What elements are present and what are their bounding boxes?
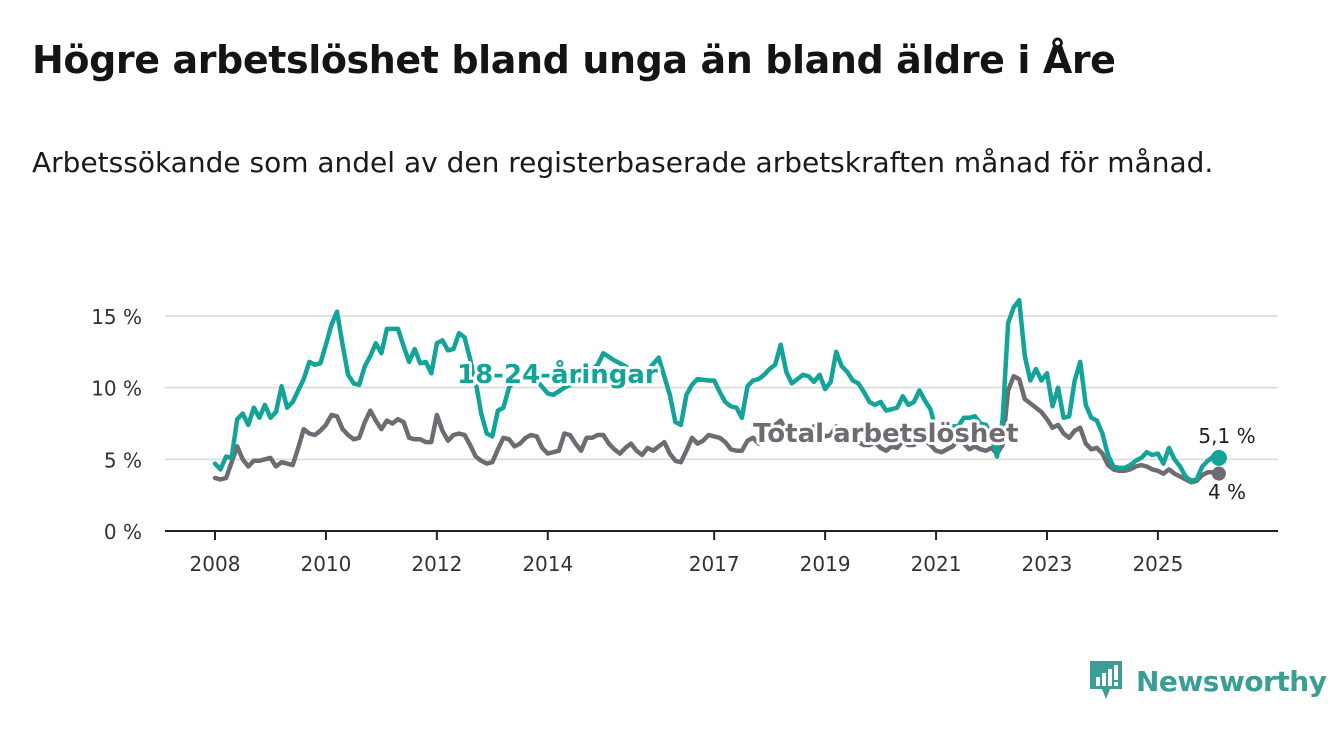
x-tick-label: 2019 bbox=[800, 552, 851, 576]
newsworthy-logo[interactable]: Newsworthy bbox=[1088, 659, 1327, 703]
x-tick-label: 2021 bbox=[911, 552, 962, 576]
x-tick-label: 2023 bbox=[1022, 552, 1073, 576]
end-point-total bbox=[1211, 466, 1226, 481]
newsworthy-logo-icon bbox=[1090, 661, 1122, 699]
y-tick-label: 0 % bbox=[104, 520, 142, 544]
chart-title: Högre arbetslöshet bland unga än bland ä… bbox=[32, 38, 1116, 82]
y-tick-label: 10 % bbox=[91, 377, 142, 401]
end-point-young bbox=[1210, 449, 1227, 466]
series-label-young: 18-24-åringar bbox=[457, 358, 658, 390]
series-labels: 5,1 % 4 % 18-24-åringar Total arbetslöshet bbox=[454, 355, 1256, 504]
x-tick-label: 2017 bbox=[689, 552, 740, 576]
series-line-total bbox=[212, 373, 1222, 485]
newsworthy-logo-text: Newsworthy bbox=[1136, 664, 1327, 698]
x-tick-label: 2012 bbox=[411, 552, 462, 576]
end-label-young: 5,1 % bbox=[1198, 424, 1255, 448]
series-line-young bbox=[212, 297, 1222, 484]
y-tick-label: 15 % bbox=[91, 305, 142, 329]
x-tick-label: 2025 bbox=[1132, 552, 1183, 576]
y-tick-label: 5 % bbox=[104, 448, 142, 472]
x-tick-label: 2010 bbox=[300, 552, 351, 576]
series-lines bbox=[212, 297, 1222, 485]
y-gridlines bbox=[165, 315, 1278, 461]
x-tick-label: 2014 bbox=[522, 552, 573, 576]
x-tick-label: 2008 bbox=[190, 552, 241, 576]
end-label-total: 4 % bbox=[1208, 480, 1246, 504]
x-axis: 2008 2010 2012 2014 2017 2019 2021 2023 2025 bbox=[165, 530, 1278, 576]
series-label-total: Total arbetslöshet bbox=[753, 419, 1018, 449]
y-axis-tick-labels: 0 % 5 % 10 % 15 % bbox=[91, 305, 142, 544]
chart-subtitle: Arbetssökande som andel av den registerb… bbox=[32, 146, 1214, 179]
